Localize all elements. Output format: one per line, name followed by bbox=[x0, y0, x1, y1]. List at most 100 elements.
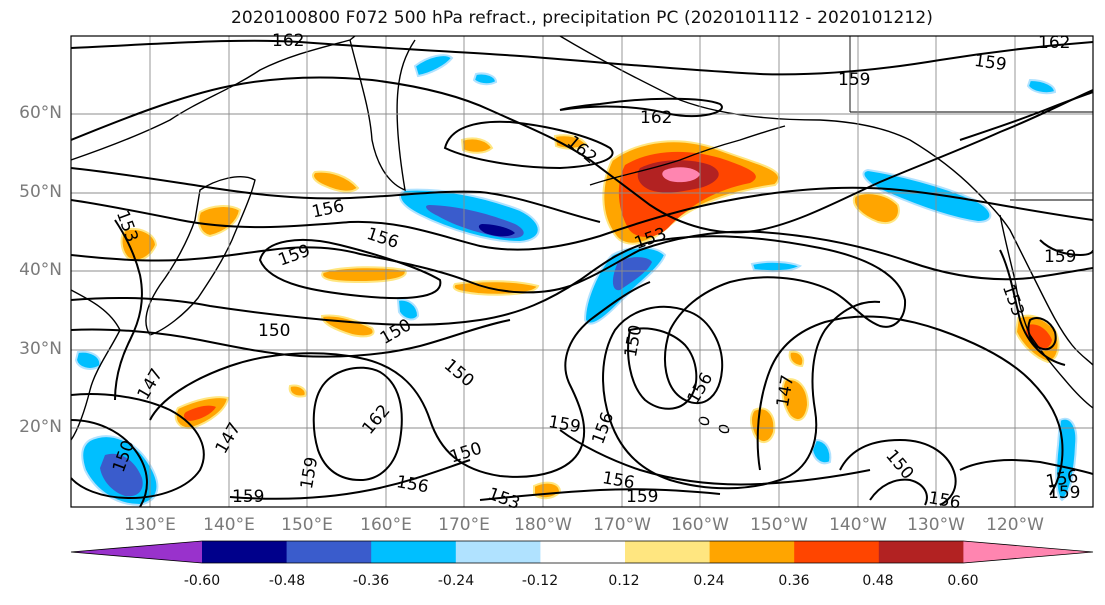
colorbar-tick-label: -0.12 bbox=[521, 573, 559, 589]
contour-label: 162 bbox=[272, 31, 304, 51]
colorbar-tick-label: 0.12 bbox=[608, 573, 640, 589]
contour-line bbox=[149, 281, 651, 478]
map-frame bbox=[70, 35, 1094, 508]
contour-label: 162 bbox=[640, 108, 672, 128]
lon-label: 160°W bbox=[671, 515, 729, 535]
map-background bbox=[71, 36, 1093, 507]
precip-shade-positive bbox=[788, 350, 805, 368]
lon-label: 180°W bbox=[514, 515, 572, 535]
contour-line bbox=[71, 39, 1093, 76]
contour-line bbox=[627, 327, 698, 410]
colorbar bbox=[70, 540, 1094, 564]
contour-line bbox=[1027, 317, 1057, 351]
precip-shade-positive bbox=[288, 384, 307, 398]
lon-label: 130°W bbox=[907, 515, 965, 535]
coastline-china bbox=[71, 289, 121, 441]
precip-shade-positive bbox=[183, 405, 216, 421]
precip-shade-negative bbox=[1026, 78, 1057, 95]
refractivity-contours bbox=[71, 39, 1093, 507]
colorbar-segment bbox=[540, 541, 626, 563]
colorbar-segment bbox=[878, 541, 964, 563]
precip-shade-negative bbox=[810, 438, 832, 465]
precip-shade-negative bbox=[472, 72, 498, 86]
colorbar-tick-label: 0.36 bbox=[778, 573, 810, 589]
precip-shade-positive bbox=[312, 170, 360, 193]
lon-label: 150°E bbox=[281, 515, 333, 535]
contour-label: 162 bbox=[1038, 33, 1070, 53]
contour-line bbox=[959, 91, 1093, 141]
contour-label: 159 bbox=[232, 487, 264, 507]
contour-label: 159 bbox=[1048, 483, 1080, 503]
lat-label-60n: 60°N bbox=[19, 103, 62, 123]
lat-label-30n: 30°N bbox=[19, 339, 62, 359]
precip-shade-negative bbox=[750, 260, 803, 273]
contour-line bbox=[312, 366, 403, 482]
precip-shade-negative bbox=[862, 168, 992, 224]
precip-shade-positive bbox=[321, 266, 407, 284]
colorbar-segment bbox=[286, 541, 372, 563]
colorbar-segment bbox=[202, 541, 288, 563]
contour-line bbox=[602, 300, 881, 490]
colorbar-extend-low bbox=[71, 541, 202, 563]
coastline-alaska bbox=[559, 36, 1093, 366]
colorbar-extend-high bbox=[963, 541, 1093, 563]
precip-shade-positive bbox=[533, 481, 562, 500]
colorbar-segment bbox=[625, 541, 711, 563]
precip-shade-negative bbox=[413, 54, 454, 78]
contour-label: 159 bbox=[1044, 247, 1076, 267]
contour-line bbox=[114, 219, 143, 401]
contour-line bbox=[443, 120, 614, 170]
coastline-aleutians bbox=[589, 125, 786, 186]
contour-line bbox=[71, 235, 907, 331]
lon-label: 150°W bbox=[750, 515, 808, 535]
contour-line bbox=[1039, 239, 1093, 257]
lon-label: 170°W bbox=[593, 515, 651, 535]
precip-shade-positive bbox=[460, 137, 494, 154]
lon-label: 160°E bbox=[360, 515, 412, 535]
colorbar-outline bbox=[70, 540, 1094, 564]
precip-shade-negative bbox=[612, 257, 652, 291]
contour-line bbox=[999, 249, 1066, 366]
coastline-japan-korea bbox=[145, 176, 256, 336]
contour-line bbox=[71, 186, 1093, 251]
coastline-kamchatka bbox=[349, 39, 416, 192]
contour-line bbox=[258, 239, 442, 300]
contour-line bbox=[71, 419, 148, 507]
contour-label: 159 bbox=[838, 70, 870, 90]
colorbar-tick-label: 0.60 bbox=[947, 573, 979, 589]
colorbar-segment bbox=[709, 541, 795, 563]
colorbar-segment bbox=[455, 541, 541, 563]
colorbar-segment bbox=[794, 541, 880, 563]
lon-label: 140°W bbox=[829, 515, 887, 535]
lat-label-50n: 50°N bbox=[19, 182, 62, 202]
border-canada-us bbox=[849, 36, 1093, 201]
contour-line bbox=[71, 393, 205, 500]
contour-line bbox=[71, 76, 1093, 234]
colorbar-tick-label: 0.48 bbox=[862, 573, 894, 589]
contour-label: 159 bbox=[626, 487, 658, 507]
colorbar-tick-label: -0.24 bbox=[437, 573, 475, 589]
contour-line bbox=[479, 488, 721, 501]
contour-line bbox=[839, 438, 957, 506]
contour-label: 159 bbox=[973, 51, 1008, 75]
chart-title: 2020100800 F072 500 hPa refract., precip… bbox=[231, 8, 933, 28]
contour-line bbox=[959, 459, 1093, 475]
precip-shade-negative bbox=[100, 453, 143, 497]
lon-label: 120°W bbox=[986, 515, 1044, 535]
precip-shade-positive bbox=[852, 192, 900, 224]
graticule bbox=[71, 36, 1093, 507]
precip-shade-negative bbox=[478, 224, 515, 237]
contour-line bbox=[559, 429, 871, 486]
contour-line bbox=[71, 167, 601, 223]
contour-line bbox=[71, 319, 511, 358]
colorbar-tick-label: -0.48 bbox=[268, 573, 306, 589]
contour-line bbox=[869, 478, 928, 506]
precip-shade-positive bbox=[120, 228, 158, 262]
contour-line bbox=[229, 459, 471, 500]
colorbar-tick-label: -0.60 bbox=[183, 573, 221, 589]
precip-shade-positive bbox=[553, 134, 588, 150]
lat-label-40n: 40°N bbox=[19, 260, 62, 280]
colorbar-segment bbox=[371, 541, 457, 563]
lon-label: 140°E bbox=[203, 515, 255, 535]
